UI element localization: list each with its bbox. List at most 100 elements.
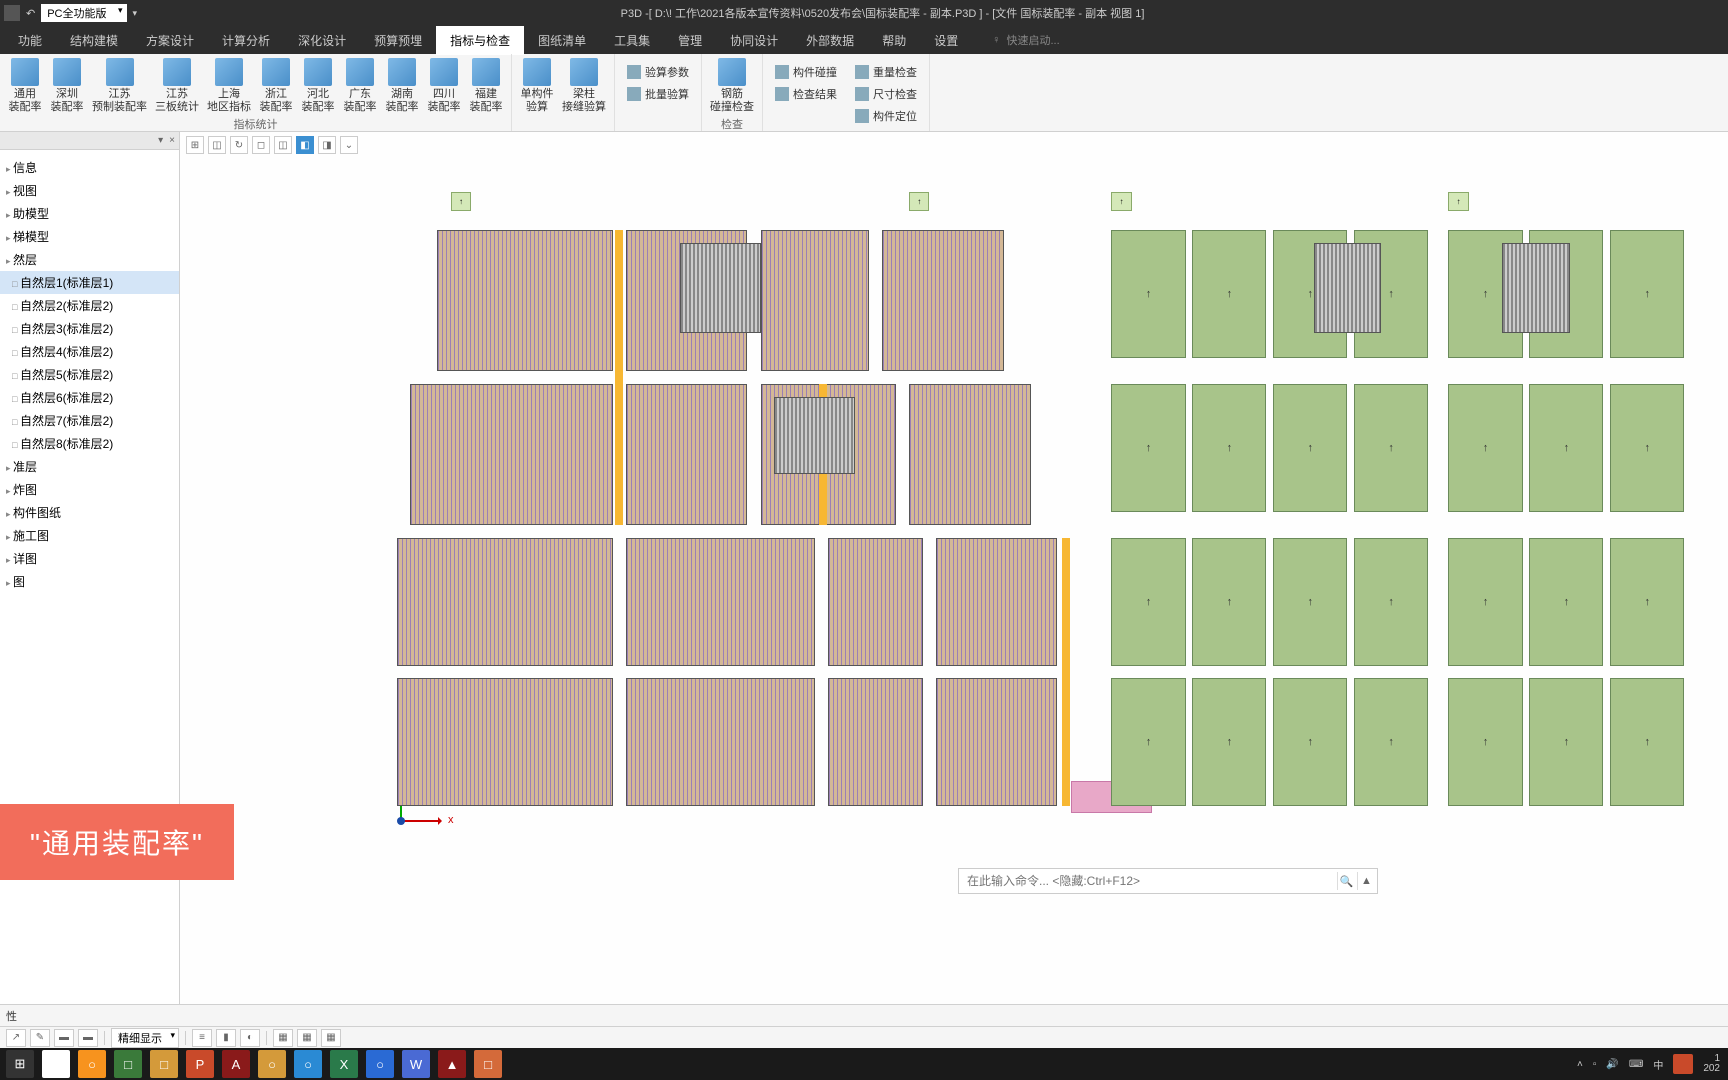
btool-4[interactable]: ▬ [78, 1029, 98, 1047]
menu-3[interactable]: 计算分析 [208, 26, 284, 55]
tree-视图[interactable]: 视图 [0, 179, 179, 202]
menu-0[interactable]: 功能 [4, 26, 56, 55]
taskbar-app-7[interactable]: ○ [258, 1050, 286, 1078]
menu-8[interactable]: 工具集 [600, 26, 664, 55]
tray-up-icon[interactable]: ˄ [1577, 1059, 1583, 1070]
view-btn-3[interactable]: ↻ [230, 136, 248, 154]
command-expand-icon[interactable]: ▲ [1357, 872, 1375, 890]
taskbar-app-1[interactable] [42, 1050, 70, 1078]
ribbon-btn-江苏[interactable]: 江苏 预制装配率 [92, 58, 147, 114]
btool-5[interactable]: ≡ [192, 1029, 212, 1047]
menu-1[interactable]: 结构建模 [56, 26, 132, 55]
view-btn-7[interactable]: ◨ [318, 136, 336, 154]
ribbon-btn-单构件[interactable]: 单构件 验算 [520, 58, 554, 129]
view-btn-2[interactable]: ◫ [208, 136, 226, 154]
version-dropdown[interactable]: PC全功能版 [41, 4, 126, 22]
ribbon-btn-河北[interactable]: 河北 装配率 [301, 58, 335, 114]
view-btn-more[interactable]: ⌄ [340, 136, 358, 154]
taskbar-app-10[interactable]: ○ [366, 1050, 394, 1078]
menu-13[interactable]: 设置 [920, 26, 972, 55]
tree-floor-5[interactable]: 自然层6(标准层2) [0, 386, 179, 409]
tree-图[interactable]: 图 [0, 570, 179, 593]
btool-9[interactable]: ▦ [297, 1029, 317, 1047]
ribbon-btn-钢筋[interactable]: 钢筋 碰撞检查 [710, 58, 754, 114]
ritem-构件定位[interactable]: 构件定位 [851, 106, 921, 126]
ritem-批量验算[interactable]: 批量验算 [623, 84, 693, 104]
view-btn-4[interactable]: ◻ [252, 136, 270, 154]
taskbar-app-3[interactable]: □ [114, 1050, 142, 1078]
menu-2[interactable]: 方案设计 [132, 26, 208, 55]
taskbar-app-0[interactable]: ⊞ [6, 1050, 34, 1078]
ribbon-btn-深圳[interactable]: 深圳 装配率 [50, 58, 84, 114]
menu-6[interactable]: 指标与检查 [436, 26, 524, 55]
menu-11[interactable]: 外部数据 [792, 26, 868, 55]
taskbar-app-13[interactable]: □ [474, 1050, 502, 1078]
btool-3[interactable]: ▬ [54, 1029, 74, 1047]
btool-1[interactable]: ↗ [6, 1029, 26, 1047]
tree-floor-0[interactable]: 自然层1(标准层1) [0, 271, 179, 294]
view-btn-6[interactable]: ◧ [296, 136, 314, 154]
btool-2[interactable]: ✎ [30, 1029, 50, 1047]
tray-app-icon[interactable] [1673, 1054, 1693, 1074]
ribbon-btn-四川[interactable]: 四川 装配率 [427, 58, 461, 114]
tray-ime[interactable]: 中 [1653, 1057, 1663, 1072]
tree-助模型[interactable]: 助模型 [0, 202, 179, 225]
tray-sound-icon[interactable]: 🔊 [1606, 1059, 1618, 1070]
quick-launch[interactable]: 快速启动... [992, 32, 1059, 48]
view-btn-1[interactable]: ⊞ [186, 136, 204, 154]
command-input[interactable] [959, 874, 1337, 888]
ribbon-btn-上海[interactable]: 上海 地区指标 [207, 58, 251, 114]
tray-net-icon[interactable]: ▫ [1593, 1059, 1597, 1070]
ribbon-btn-湖南[interactable]: 湖南 装配率 [385, 58, 419, 114]
tree-施工图[interactable]: 施工图 [0, 524, 179, 547]
taskbar-app-4[interactable]: □ [150, 1050, 178, 1078]
ritem-构件碰撞[interactable]: 构件碰撞 [771, 62, 841, 82]
sidebar-pin-icon[interactable]: ▾ [158, 135, 163, 146]
btool-8[interactable]: ▦ [273, 1029, 293, 1047]
sidebar-close-icon[interactable]: × [169, 135, 175, 146]
tree-炸图[interactable]: 炸图 [0, 478, 179, 501]
tree-准层[interactable]: 准层 [0, 455, 179, 478]
tray-clock[interactable]: 1202 [1703, 1054, 1720, 1074]
app-icon[interactable] [4, 5, 20, 21]
menu-10[interactable]: 协同设计 [716, 26, 792, 55]
btool-10[interactable]: ▦ [321, 1029, 341, 1047]
taskbar-app-8[interactable]: ○ [294, 1050, 322, 1078]
menu-5[interactable]: 预算预埋 [360, 26, 436, 55]
qat-back-icon[interactable]: ↶ [26, 7, 35, 20]
ribbon-btn-江苏[interactable]: 江苏 三板统计 [155, 58, 199, 114]
taskbar-app-11[interactable]: W [402, 1050, 430, 1078]
tree-floor-7[interactable]: 自然层8(标准层2) [0, 432, 179, 455]
ribbon-btn-浙江[interactable]: 浙江 装配率 [259, 58, 293, 114]
tree-信息[interactable]: 信息 [0, 156, 179, 179]
tree-构件图纸[interactable]: 构件图纸 [0, 501, 179, 524]
ritem-尺寸检查[interactable]: 尺寸检查 [851, 84, 921, 104]
taskbar-app-12[interactable]: ▲ [438, 1050, 466, 1078]
menu-4[interactable]: 深化设计 [284, 26, 360, 55]
ribbon-btn-通用[interactable]: 通用 装配率 [8, 58, 42, 114]
taskbar-app-5[interactable]: P [186, 1050, 214, 1078]
tree-floor-6[interactable]: 自然层7(标准层2) [0, 409, 179, 432]
ritem-验算参数[interactable]: 验算参数 [623, 62, 693, 82]
tree-floor-2[interactable]: 自然层3(标准层2) [0, 317, 179, 340]
taskbar-app-6[interactable]: A [222, 1050, 250, 1078]
tree-floor-1[interactable]: 自然层2(标准层2) [0, 294, 179, 317]
command-search-icon[interactable]: 🔍 [1337, 872, 1355, 890]
ritem-重量检查[interactable]: 重量检查 [851, 62, 921, 82]
menu-9[interactable]: 管理 [664, 26, 716, 55]
ribbon-btn-梁柱[interactable]: 梁柱 接缝验算 [562, 58, 606, 129]
menu-7[interactable]: 图纸清单 [524, 26, 600, 55]
taskbar-app-9[interactable]: X [330, 1050, 358, 1078]
btool-7[interactable]: ◐ [240, 1029, 260, 1047]
tree-floor-3[interactable]: 自然层4(标准层2) [0, 340, 179, 363]
drawing-viewport[interactable]: ⊞ ◫ ↻ ◻ ◫ ◧ ◨ ⌄ x ↑↑↑↑ 🔍 ▲ [180, 132, 1728, 1004]
ribbon-btn-福建[interactable]: 福建 装配率 [469, 58, 503, 114]
tree-梯模型[interactable]: 梯模型 [0, 225, 179, 248]
tree-然层[interactable]: 然层 [0, 248, 179, 271]
btool-6[interactable]: ▮ [216, 1029, 236, 1047]
menu-12[interactable]: 帮助 [868, 26, 920, 55]
tree-详图[interactable]: 详图 [0, 547, 179, 570]
ribbon-btn-广东[interactable]: 广东 装配率 [343, 58, 377, 114]
view-btn-5[interactable]: ◫ [274, 136, 292, 154]
taskbar-app-2[interactable]: ○ [78, 1050, 106, 1078]
